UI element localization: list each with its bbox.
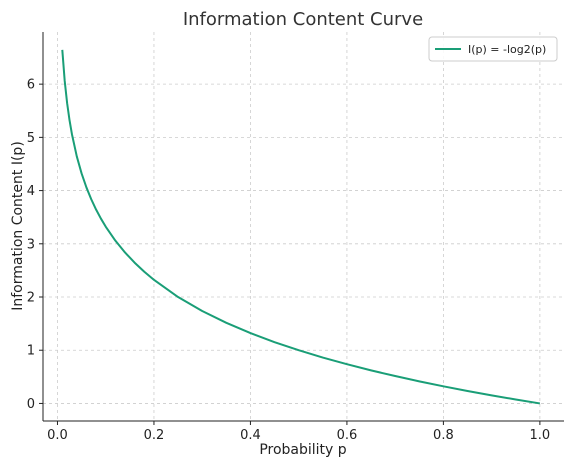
grid bbox=[43, 32, 564, 421]
chart-title: Information Content Curve bbox=[183, 9, 423, 30]
y-tick-label: 3 bbox=[27, 237, 35, 252]
ticks: 0.0 0.2 0.4 0.6 0.8 1.0 0 1 2 3 4 5 6 bbox=[27, 78, 551, 443]
series-layer bbox=[61, 49, 541, 405]
x-tick-label: 1.0 bbox=[530, 428, 551, 443]
y-tick-label: 2 bbox=[27, 291, 35, 306]
y-axis-title: Information Content I(p) bbox=[10, 141, 26, 311]
y-tick-label: 1 bbox=[27, 344, 35, 359]
y-tick-label: 0 bbox=[27, 397, 35, 412]
legend-label: I(p) = -log2(p) bbox=[468, 43, 546, 56]
x-tick-label: 0.2 bbox=[144, 428, 165, 443]
y-tick-label: 5 bbox=[27, 131, 35, 146]
y-tick-label: 4 bbox=[27, 184, 35, 199]
x-tick-label: 0.4 bbox=[240, 428, 261, 443]
axes bbox=[42, 32, 564, 422]
series-line bbox=[61, 49, 541, 405]
x-tick-label: 0.8 bbox=[433, 428, 454, 443]
legend-box bbox=[428, 36, 558, 62]
x-tick-label: 0.6 bbox=[337, 428, 358, 443]
x-axis-title: Probability p bbox=[259, 442, 346, 458]
x-tick-label: 0.0 bbox=[47, 428, 68, 443]
y-tick-label: 6 bbox=[27, 78, 35, 93]
legend: I(p) = -log2(p) bbox=[428, 36, 558, 62]
